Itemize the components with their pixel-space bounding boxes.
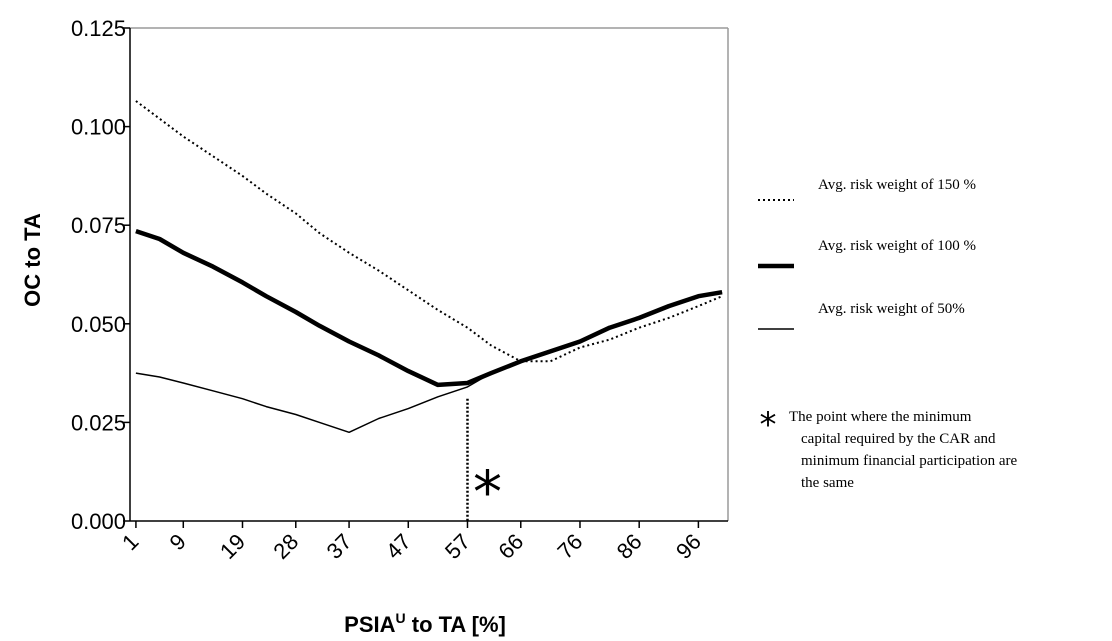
legend-marker-label-line: the same <box>801 475 854 491</box>
legend-marker-label-line: minimum financial participation are <box>801 453 1018 469</box>
legend-label-3: Avg. risk weight of 50% <box>818 301 965 317</box>
series-line-3 <box>135 291 723 434</box>
x-tick-label: 19 <box>215 529 250 564</box>
x-axis-title-sup: U <box>396 610 406 626</box>
marker-group: * <box>466 398 502 526</box>
y-tick-label: 0.000 <box>71 509 126 534</box>
y-tick-label: 0.075 <box>71 213 126 238</box>
x-axis-title-suffix: to TA [%] <box>406 612 506 637</box>
x-tick-label: 28 <box>268 529 303 564</box>
series-lines <box>135 100 723 434</box>
x-tick-label: 76 <box>553 529 588 564</box>
legend-marker-label: The point where the minimum capital requi… <box>789 409 1018 491</box>
y-tick-label: 0.100 <box>71 115 126 140</box>
legend-asterisk: * <box>760 405 777 445</box>
x-axis-ticks: 1 9 19 28 37 47 57 66 76 86 96 <box>117 521 706 564</box>
x-tick-label: 96 <box>671 529 706 564</box>
x-tick-label: 9 <box>164 529 190 555</box>
series-line-2 <box>135 228 723 388</box>
x-tick-label: 66 <box>493 529 528 564</box>
series-line-1 <box>135 100 723 363</box>
plot-frame <box>129 27 729 522</box>
legend: Avg. risk weight of 150 % Avg. risk weigh… <box>758 177 1018 491</box>
x-tick-label: 37 <box>322 529 357 564</box>
x-tick-label: 1 <box>117 529 143 555</box>
legend-marker-label-line: capital required by the CAR and <box>801 431 996 447</box>
x-axis-title-main: PSIA <box>344 612 395 637</box>
marker-asterisk: * <box>473 458 502 526</box>
y-tick-label: 0.025 <box>71 410 126 435</box>
x-tick-label: 86 <box>612 529 647 564</box>
legend-label-1: Avg. risk weight of 150 % <box>818 177 976 193</box>
legend-label-2: Avg. risk weight of 100 % <box>818 238 976 254</box>
y-tick-label: 0.050 <box>71 312 126 337</box>
y-axis-title: OC to TA <box>20 213 45 307</box>
x-tick-label: 57 <box>440 529 475 564</box>
x-tick-label: 47 <box>381 529 416 564</box>
y-axis-ticks: 0.000 0.025 0.050 0.075 0.100 0.125 <box>71 16 130 534</box>
y-tick-label: 0.125 <box>71 16 126 41</box>
legend-marker-label-line: The point where the minimum <box>789 409 972 425</box>
x-axis-title: PSIAU to TA [%] <box>344 610 506 637</box>
